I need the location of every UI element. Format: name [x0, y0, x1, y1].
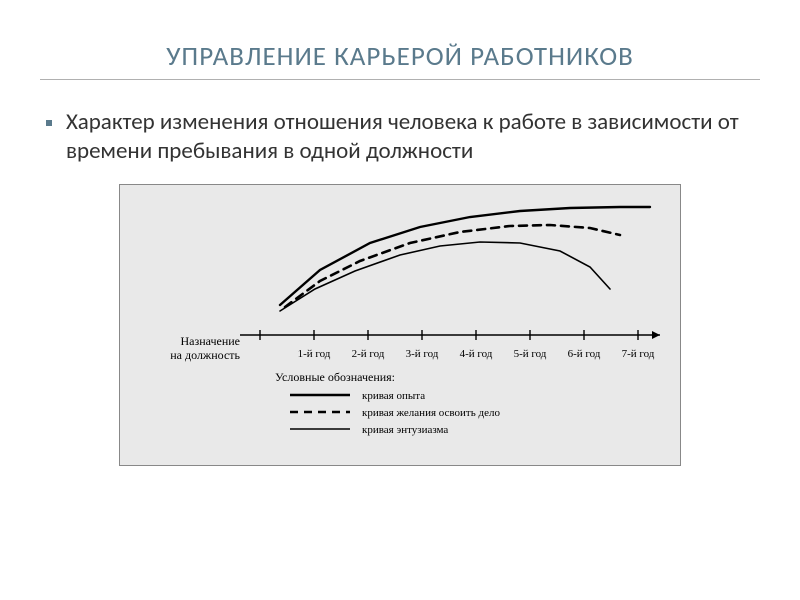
x-tick-label: 1-й год: [298, 348, 331, 360]
legend-label: кривая энтузиазма: [362, 424, 448, 436]
axis-label-line1: Назначение: [180, 334, 240, 348]
page-title: УПРАВЛЕНИЕ КАРЬЕРОЙ РАБОТНИКОВ: [40, 40, 760, 73]
axis-label-line2: на должность: [170, 348, 240, 362]
x-tick-label: 5-й год: [514, 348, 547, 360]
x-tick-label: 6-й год: [568, 348, 601, 360]
bullet-text: Характер изменения отношения человека к …: [66, 108, 740, 166]
bullet-dot-icon: [46, 120, 52, 126]
x-tick-label: 4-й год: [460, 348, 493, 360]
x-tick-label: 3-й год: [406, 348, 439, 360]
bullet-item: Характер изменения отношения человека к …: [46, 108, 740, 166]
chart-container: 1-й год 2-й год 3-й год 4-й год 5-й год 6-й г…: [119, 184, 681, 466]
slide: УПРАВЛЕНИЕ КАРЬЕРОЙ РАБОТНИКОВ Характер …: [0, 0, 800, 600]
x-tick-label: 7-й год: [622, 348, 655, 360]
legend-label: кривая желания освоить дело: [362, 407, 500, 419]
chart-svg: 1-й год 2-й год 3-й год 4-й год 5-й год 6-й г…: [120, 185, 680, 465]
legend-title: Условные обозначения:: [275, 370, 395, 384]
title-rule: [40, 79, 760, 80]
legend-label: кривая опыта: [362, 390, 425, 402]
x-tick-label: 2-й год: [352, 348, 385, 360]
